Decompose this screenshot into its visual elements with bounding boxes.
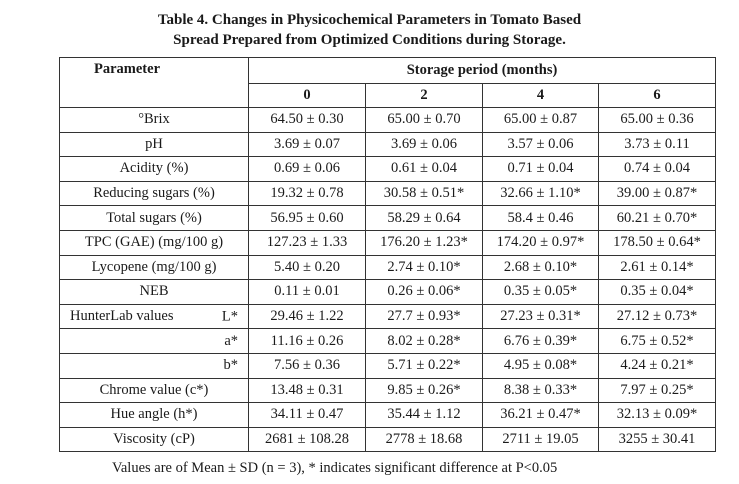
table-cell: 3.69 ± 0.07 — [248, 131, 366, 158]
table-cell: 0.26 ± 0.06* — [365, 279, 483, 305]
hunterlab-sub-label: L* — [221, 308, 238, 325]
table-cell: 2.68 ± 0.10* — [482, 254, 599, 281]
table-row: Chrome value (c*) 13.48 ± 0.31 9.85 ± 0.… — [59, 377, 717, 404]
row-label: Chrome value (c*) — [59, 377, 249, 404]
table-cell: 6.75 ± 0.52* — [597, 328, 717, 354]
month-header: 4 — [482, 83, 599, 108]
table-cell: 6.76 ± 0.39* — [482, 328, 599, 354]
row-label: Acidity (%) — [59, 156, 249, 182]
row-label: Viscosity (cP) — [59, 426, 249, 453]
table-cell: 65.00 ± 0.87 — [482, 107, 599, 133]
table-cell: 176.20 ± 1.23* — [365, 229, 483, 256]
header-row-2: 0 2 4 6 — [60, 83, 717, 108]
table-cell: 178.50 ± 0.64* — [597, 229, 717, 256]
table-cell: 29.46 ± 1.22 — [248, 303, 366, 330]
table-cell: 36.21 ± 0.47* — [482, 402, 599, 428]
header-row-1: Parameter Storage period (months) — [59, 57, 717, 108]
table-cell: 2.61 ± 0.14* — [597, 254, 717, 281]
row-label: Total sugars (%) — [59, 205, 249, 231]
table-row: Viscosity (cP) 2681 ± 108.28 2778 ± 18.6… — [59, 426, 717, 453]
month-header: 6 — [597, 83, 717, 108]
table-cell: 8.02 ± 0.28* — [365, 328, 483, 354]
table-cell: 0.69 ± 0.06 — [248, 156, 366, 182]
table-cell: 60.21 ± 0.70* — [597, 205, 717, 231]
table-cell: 0.35 ± 0.04* — [597, 279, 717, 305]
row-label: Reducing sugars (%) — [59, 180, 249, 207]
caption-line-2: Spread Prepared from Optimized Condition… — [173, 32, 566, 48]
table-row: a* 11.16 ± 0.26 8.02 ± 0.28* 6.76 ± 0.39… — [59, 328, 717, 354]
table-cell: 3.73 ± 0.11 — [597, 131, 717, 158]
table-cell: 13.48 ± 0.31 — [248, 377, 366, 404]
table-cell: 5.40 ± 0.20 — [248, 254, 366, 281]
table-cell: 8.38 ± 0.33* — [482, 377, 599, 404]
table-row: TPC (GAE) (mg/100 g) 127.23 ± 1.33 176.2… — [59, 229, 717, 256]
month-header: 0 — [248, 83, 366, 108]
table-row: Total sugars (%) 56.95 ± 0.60 58.29 ± 0.… — [59, 205, 717, 231]
table-cell: 2778 ± 18.68 — [365, 426, 483, 453]
table-cell: 58.4 ± 0.46 — [482, 205, 599, 231]
hunterlab-sub-label: b* — [59, 352, 249, 379]
table-cell: 35.44 ± 1.12 — [365, 402, 483, 428]
row-label: NEB — [59, 279, 249, 305]
table-cell: 4.95 ± 0.08* — [482, 352, 599, 379]
row-label: Hue angle (h*) — [59, 402, 249, 428]
table-cell: 0.35 ± 0.05* — [482, 279, 599, 305]
table-cell: 2711 ± 19.05 — [482, 426, 599, 453]
table-cell: 58.29 ± 0.64 — [365, 205, 483, 231]
table-cell: 0.61 ± 0.04 — [365, 156, 483, 182]
table-cell: 39.00 ± 0.87* — [597, 180, 717, 207]
table-cell: 19.32 ± 0.78 — [248, 180, 366, 207]
table-cell: 3.57 ± 0.06 — [482, 131, 599, 158]
table-cell: 2681 ± 108.28 — [248, 426, 366, 453]
caption-line-1: Table 4. Changes in Physicochemical Para… — [157, 12, 582, 28]
row-label: pH — [59, 131, 249, 158]
table-cell: 7.56 ± 0.36 — [248, 352, 366, 379]
table-cell: 0.11 ± 0.01 — [248, 279, 366, 305]
table-row: °Brix 64.50 ± 0.30 65.00 ± 0.70 65.00 ± … — [59, 107, 717, 133]
table-row: Hue angle (h*) 34.11 ± 0.47 35.44 ± 1.12… — [59, 402, 717, 428]
table-cell: 56.95 ± 0.60 — [248, 205, 366, 231]
table-cell: 3.69 ± 0.06 — [365, 131, 483, 158]
table-cell: 30.58 ± 0.51* — [365, 180, 483, 207]
table-row: NEB 0.11 ± 0.01 0.26 ± 0.06* 0.35 ± 0.05… — [59, 279, 717, 305]
table-cell: 27.23 ± 0.31* — [482, 303, 599, 330]
table-cell: 7.97 ± 0.25* — [597, 377, 717, 404]
table-cell: 11.16 ± 0.26 — [248, 328, 366, 354]
month-header: 2 — [365, 83, 483, 108]
table-cell: 34.11 ± 0.47 — [248, 402, 366, 428]
table-cell: 27.7 ± 0.93* — [365, 303, 483, 330]
table-row: Reducing sugars (%) 19.32 ± 0.78 30.58 ±… — [59, 180, 717, 207]
hunterlab-label: HunterLab values — [70, 308, 174, 325]
table-caption: Table 4. Changes in Physicochemical Para… — [0, 10, 739, 50]
table-row: Acidity (%) 0.69 ± 0.06 0.61 ± 0.04 0.71… — [59, 156, 717, 182]
table-row: b* 7.56 ± 0.36 5.71 ± 0.22* 4.95 ± 0.08*… — [59, 352, 717, 379]
table-row: pH 3.69 ± 0.07 3.69 ± 0.06 3.57 ± 0.06 3… — [59, 131, 717, 158]
table-row: HunterLab values L* 29.46 ± 1.22 27.7 ± … — [59, 303, 717, 330]
table-cell: 2.74 ± 0.10* — [365, 254, 483, 281]
table-cell: 174.20 ± 0.97* — [482, 229, 599, 256]
row-label: Lycopene (mg/100 g) — [59, 254, 249, 281]
table-cell: 5.71 ± 0.22* — [365, 352, 483, 379]
table-cell: 3255 ± 30.41 — [597, 426, 717, 453]
table-cell: 64.50 ± 0.30 — [248, 107, 366, 133]
table-cell: 0.71 ± 0.04 — [482, 156, 599, 182]
storage-period-header: Storage period (months) — [247, 57, 717, 84]
table-cell: 0.74 ± 0.04 — [597, 156, 717, 182]
physicochemical-table: Parameter Storage period (months) 0 2 4 … — [59, 57, 717, 453]
table-cell: 9.85 ± 0.26* — [365, 377, 483, 404]
table-footnote: Values are of Mean ± SD (n = 3), * indic… — [112, 460, 558, 476]
table-cell: 32.66 ± 1.10* — [482, 180, 599, 207]
table-cell: 65.00 ± 0.70 — [365, 107, 483, 133]
table-cell: 65.00 ± 0.36 — [597, 107, 717, 133]
row-label: TPC (GAE) (mg/100 g) — [59, 229, 249, 256]
table-cell: 27.12 ± 0.73* — [597, 303, 717, 330]
parameter-header: Parameter — [59, 57, 249, 108]
table-cell: 127.23 ± 1.33 — [248, 229, 366, 256]
table-cell: 32.13 ± 0.09* — [597, 402, 717, 428]
table-cell: 4.24 ± 0.21* — [597, 352, 717, 379]
table-row: Lycopene (mg/100 g) 5.40 ± 0.20 2.74 ± 0… — [59, 254, 717, 281]
row-label: °Brix — [59, 107, 249, 133]
hunterlab-label-cell: HunterLab values L* — [59, 303, 249, 330]
hunterlab-sub-label: a* — [59, 328, 249, 354]
